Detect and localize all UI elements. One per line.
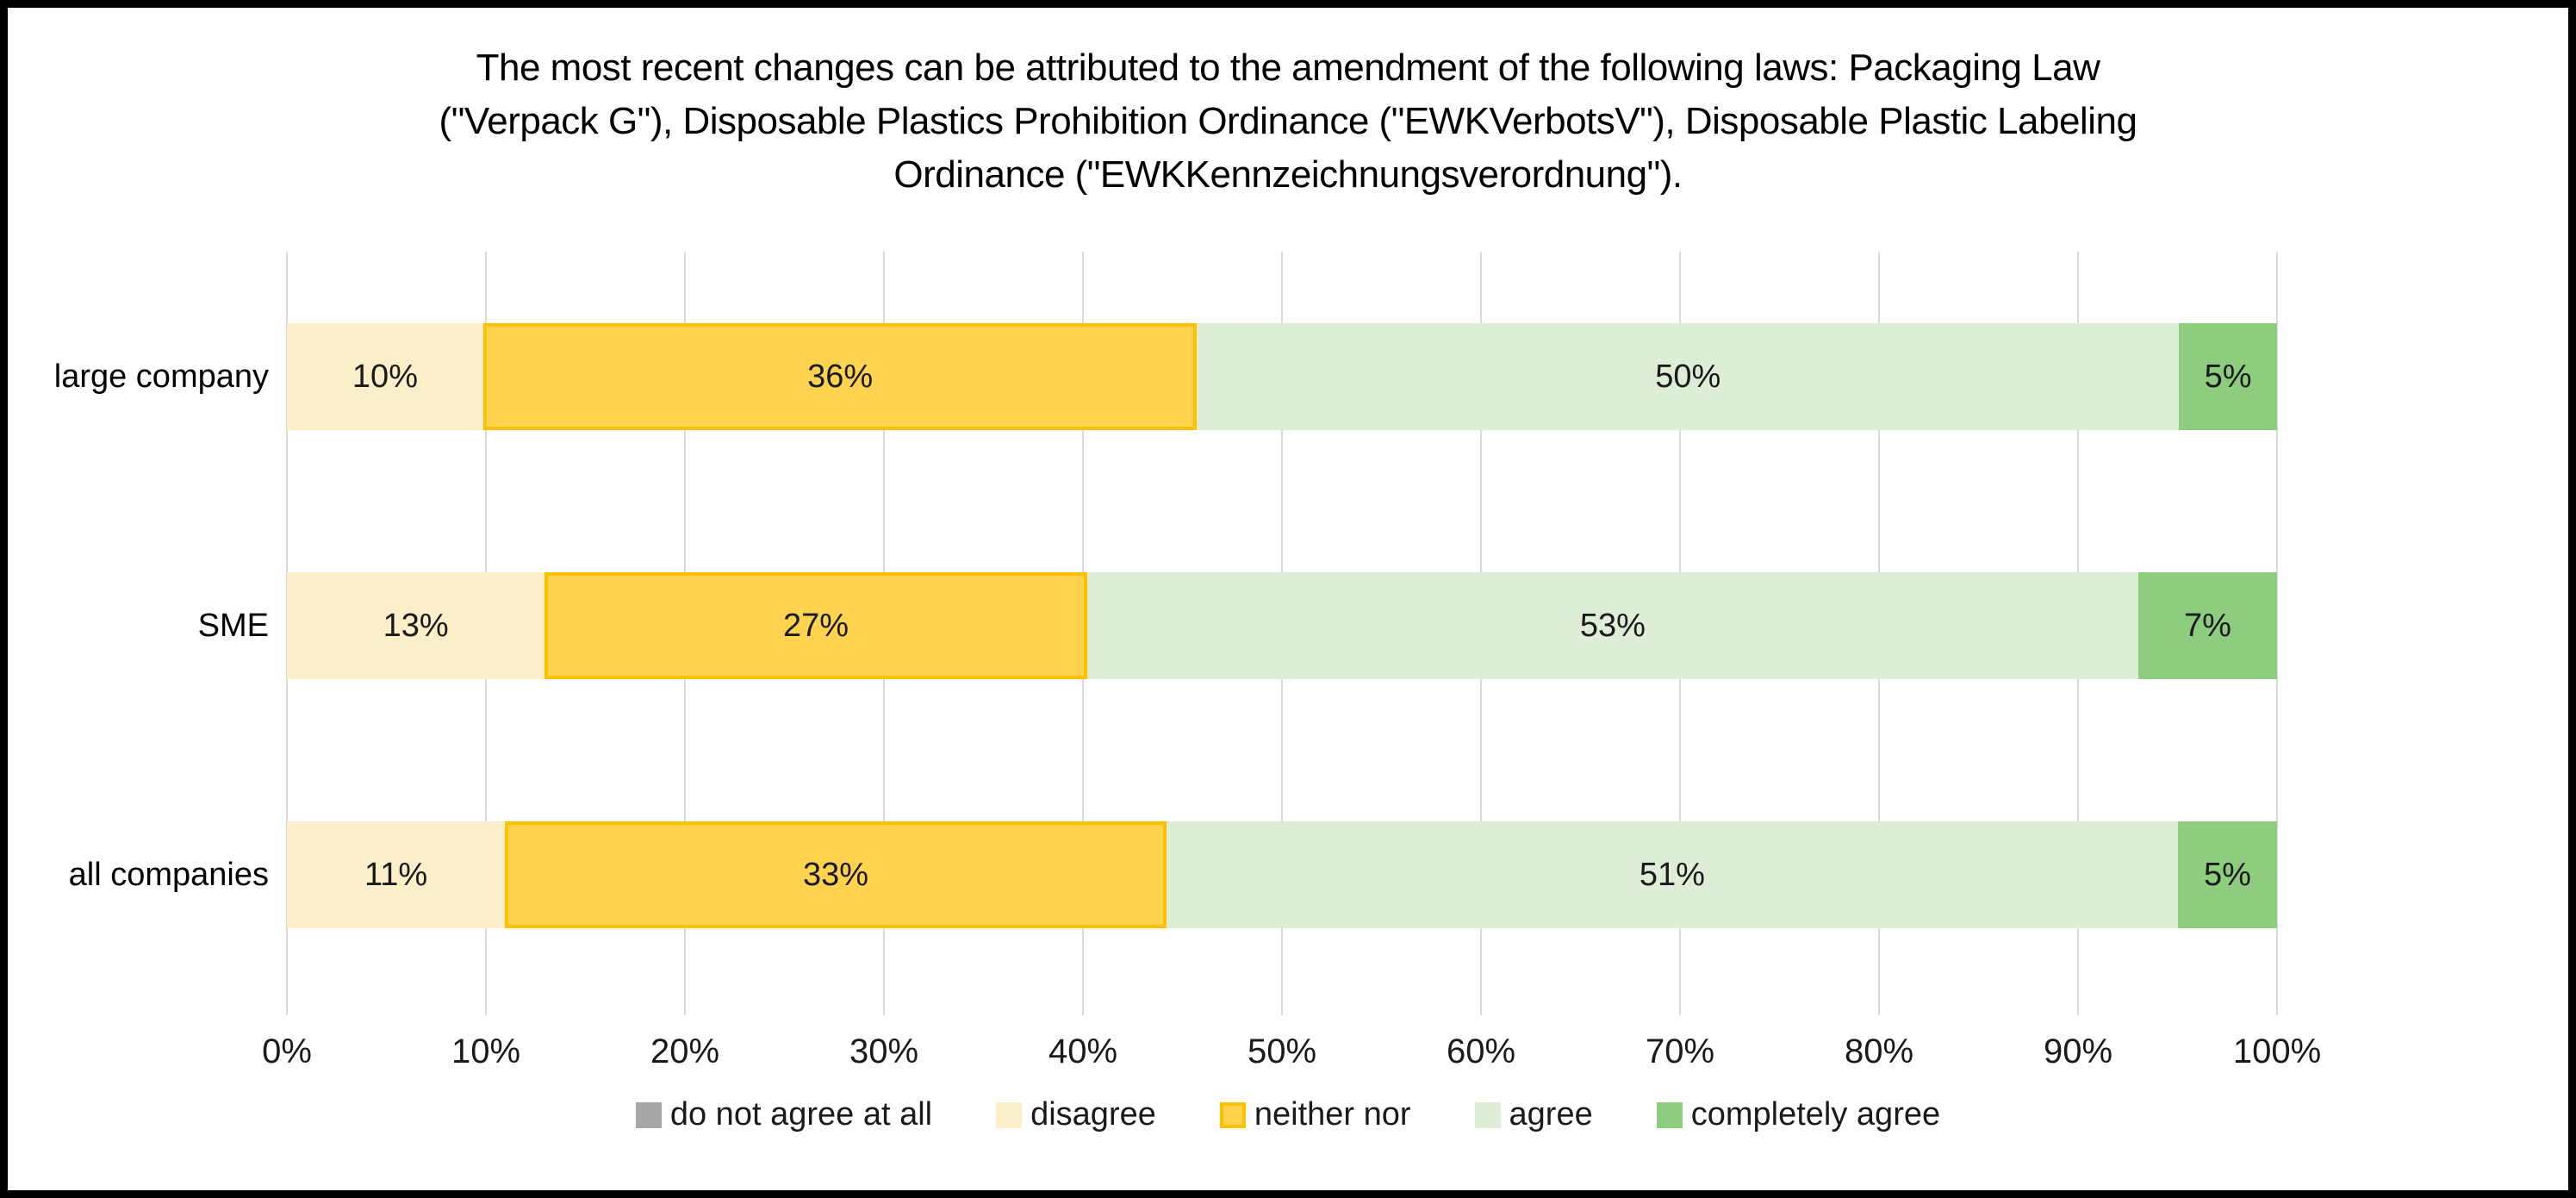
x-tick-label: 70% xyxy=(1645,1033,1715,1070)
legend-item: disagree xyxy=(996,1096,1156,1133)
chart-title-line: ("Verpack G"), Disposable Plastics Prohi… xyxy=(439,100,2137,142)
legend-swatch xyxy=(1219,1101,1246,1128)
legend-item: do not agree at all xyxy=(635,1096,933,1133)
legend-label: agree xyxy=(1509,1096,1593,1132)
axis-tick xyxy=(1878,1000,1880,1015)
axis-tick xyxy=(2077,1000,2079,1015)
chart-title: The most recent changes can be attribute… xyxy=(254,41,2322,202)
legend-label: completely agree xyxy=(1690,1096,1941,1132)
bar-segment: 5% xyxy=(2179,323,2277,430)
bar-segment: 36% xyxy=(482,323,1198,430)
bar-segment: 53% xyxy=(1086,572,2138,679)
bar-segment-label: 50% xyxy=(1655,358,1721,395)
bar-segment-label: 5% xyxy=(2204,358,2252,395)
x-tick-label: 80% xyxy=(1844,1033,1914,1070)
category-label: SME xyxy=(197,608,269,644)
bar-segment-label: 36% xyxy=(807,358,874,395)
plot-area: 10% 36% 50% 5% 13% 27% 53% 7% 11% 33% 51% 5% xyxy=(286,252,2278,1015)
x-tick-label: 100% xyxy=(2232,1033,2322,1070)
legend-item: completely agree xyxy=(1656,1096,1941,1133)
x-tick-label: 20% xyxy=(650,1033,720,1070)
bar-segment: 13% xyxy=(287,572,545,679)
bar-segment-label: 11% xyxy=(364,856,428,893)
category-label: all companies xyxy=(68,857,269,893)
axis-tick xyxy=(2276,1000,2278,1015)
axis-tick xyxy=(286,1000,288,1015)
legend-item: agree xyxy=(1474,1096,1593,1133)
legend-swatch xyxy=(635,1101,662,1128)
x-tick-label: 40% xyxy=(1048,1033,1118,1070)
bar-row: 10% 36% 50% 5% xyxy=(287,323,2277,430)
x-tick-label: 30% xyxy=(849,1033,919,1070)
x-tick-label: 10% xyxy=(451,1033,521,1070)
bar-segment: 33% xyxy=(505,821,1167,928)
legend-swatch xyxy=(1474,1101,1501,1128)
bar-segment: 51% xyxy=(1166,821,2178,928)
legend-label: do not agree at all xyxy=(669,1096,933,1132)
bar-segment-label: 27% xyxy=(783,607,849,644)
bar-segment-label: 13% xyxy=(383,607,449,644)
chart-title-line: The most recent changes can be attribute… xyxy=(476,47,2100,89)
bar-segment: 5% xyxy=(2177,821,2277,928)
bar-segment: 11% xyxy=(287,821,506,928)
x-tick-label: 0% xyxy=(262,1033,312,1070)
legend-swatch xyxy=(996,1101,1023,1128)
axis-tick xyxy=(1679,1000,1681,1015)
bar-segment: 10% xyxy=(287,323,483,430)
legend: do not agree at all disagree neither nor ag… xyxy=(0,1096,2576,1133)
legend-label: neither nor xyxy=(1254,1096,1411,1132)
bar-segment-label: 51% xyxy=(1639,856,1705,893)
axis-tick xyxy=(684,1000,686,1015)
bar-segment-label: 33% xyxy=(803,856,869,893)
axis-tick xyxy=(883,1000,885,1015)
axis-tick xyxy=(1082,1000,1084,1015)
bar-segment-label: 10% xyxy=(352,358,418,395)
bar-segment-label: 5% xyxy=(2203,856,2251,893)
legend-label: disagree xyxy=(1030,1096,1156,1132)
x-tick-label: 90% xyxy=(2043,1033,2113,1070)
bar-segment: 27% xyxy=(544,572,1087,679)
chart-title-line: Ordinance ("EWKKennzeichnungsverordnung"… xyxy=(893,153,1683,196)
bar-row: 11% 33% 51% 5% xyxy=(287,821,2277,928)
bar-segment-label: 7% xyxy=(2183,607,2231,644)
legend-swatch xyxy=(1656,1101,1683,1128)
legend-item: neither nor xyxy=(1219,1096,1411,1133)
axis-tick xyxy=(1281,1000,1283,1015)
bar-segment: 50% xyxy=(1197,323,2180,430)
x-tick-label: 50% xyxy=(1247,1033,1317,1070)
axis-tick xyxy=(1480,1000,1482,1015)
category-label: large company xyxy=(53,359,269,395)
bar-row: 13% 27% 53% 7% xyxy=(287,572,2278,679)
x-tick-label: 60% xyxy=(1446,1033,1516,1070)
bar-segment: 7% xyxy=(2137,572,2278,679)
bar-segment-label: 53% xyxy=(1579,607,1646,644)
axis-tick xyxy=(485,1000,487,1015)
